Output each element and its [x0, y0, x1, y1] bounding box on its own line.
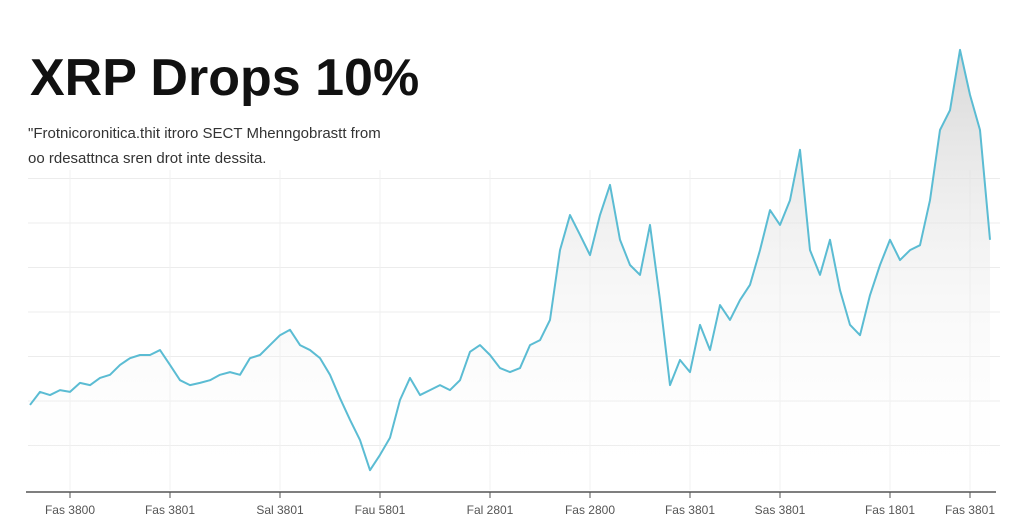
x-tick-label: Fas 3801 — [145, 503, 195, 517]
x-tick-label: Sal 3801 — [256, 503, 304, 517]
x-tick-label: Fas 3801 — [945, 503, 995, 517]
area — [30, 49, 990, 491]
x-tick-label: Fas 2800 — [565, 503, 615, 517]
x-tick-label: Fau 5801 — [355, 503, 406, 517]
chart-subtitle: oo rdesattnca sren drot inte dessita. — [28, 150, 266, 167]
x-tick-label: Fas 3800 — [45, 503, 95, 517]
price-line — [29, 48, 991, 472]
chart-title: XRP Drops 10% — [30, 49, 419, 107]
chart-subtitle: "Frotnicoronitica.thit itroro SECT Mhenn… — [28, 125, 381, 142]
x-tick-label: Fas 3801 — [665, 503, 715, 517]
x-tick-label: Fas 1801 — [865, 503, 915, 517]
x-tick-label: Sas 3801 — [755, 503, 806, 517]
x-tick-label: Fal 2801 — [467, 503, 514, 517]
